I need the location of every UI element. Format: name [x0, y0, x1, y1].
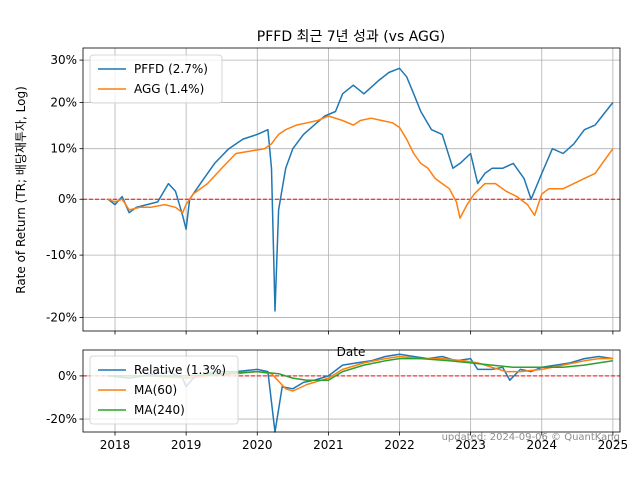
top-y-tick-label-4: -10%	[46, 248, 77, 262]
bottom-y-tick-label-1: -20%	[46, 412, 77, 426]
bottom-y-ticks: 0% -20%	[46, 369, 83, 426]
bottom-legend-label-ma-240: MA(240)	[134, 403, 185, 417]
x-tick-label-2020: 2020	[242, 438, 273, 452]
bottom-y-tick-label-0: 0%	[58, 369, 77, 383]
top-x-ticks	[114, 331, 614, 335]
footer-updated: updated: 2024-09-06 © QuantKang	[442, 432, 620, 443]
top-legend-label-pffd-2-7: PFFD (2.7%)	[134, 62, 208, 76]
top-y-tick-label-0: 30%	[50, 53, 77, 67]
chart-title: PFFD 최근 7년 성과 (vs AGG)	[257, 29, 445, 45]
y-axis-label: Rate of Return (TR; 배당재투자, Log)	[14, 86, 28, 294]
x-tick-label-2018: 2018	[100, 438, 131, 452]
x-tick-label-2024: 2024	[526, 438, 557, 452]
x-tick-label-2025: 2025	[598, 438, 629, 452]
top-legend-label-agg-1-4: AGG (1.4%)	[134, 82, 204, 96]
top-y-ticks: 30% 20% 10% 0% -10% -20%	[46, 53, 83, 325]
top-legend-box	[89, 54, 223, 104]
bottom-legend-label-ma-60: MA(60)	[134, 383, 177, 397]
bottom-plot-frame	[82, 349, 621, 433]
x-tick-label-2019: 2019	[171, 438, 202, 452]
x-axis-label: Date	[337, 345, 366, 359]
bottom-legend: Relative (1.3%) MA(60) MA(240)	[89, 355, 239, 425]
bottom-x-ticks: 2018 2019 2020 2021 2022 2023 2024 2025	[100, 432, 628, 452]
bottom-legend-box	[89, 355, 239, 425]
bottom-legend-label-relative-1-3: Relative (1.3%)	[134, 363, 226, 377]
top-y-tick-label-1: 20%	[50, 96, 77, 110]
bottom-series-ma-240	[107, 357, 614, 381]
top-series-agg-1-4	[107, 115, 614, 219]
x-tick-label-2021: 2021	[313, 438, 344, 452]
top-series-pffd-2-7	[107, 67, 614, 312]
top-y-tick-label-3: 0%	[58, 192, 77, 206]
top-series-group	[107, 67, 614, 312]
x-tick-label-2023: 2023	[455, 438, 486, 452]
top-y-tick-label-2: 10%	[50, 142, 77, 156]
top-legend: PFFD (2.7%) AGG (1.4%)	[89, 54, 223, 104]
top-y-tick-label-5: -20%	[46, 311, 77, 325]
top-plot-frame	[82, 47, 621, 332]
x-tick-label-2022: 2022	[384, 438, 415, 452]
